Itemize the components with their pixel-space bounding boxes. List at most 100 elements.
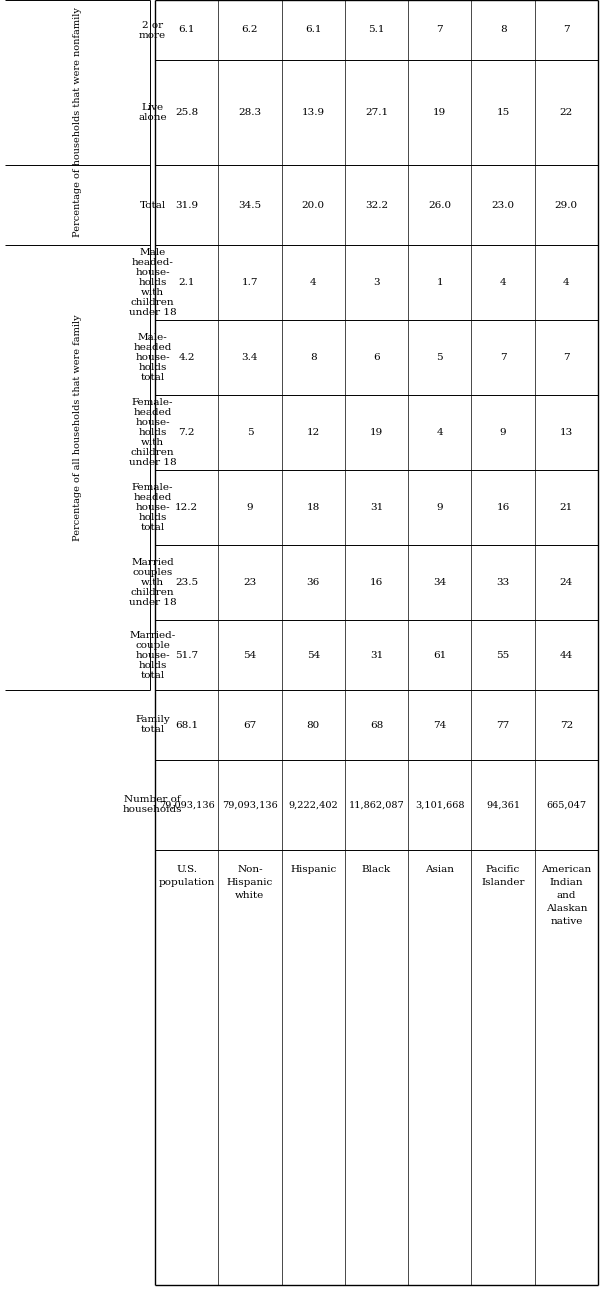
Text: 4: 4 [436, 429, 443, 436]
Text: holds: holds [139, 278, 167, 287]
Text: 19: 19 [370, 429, 383, 436]
Text: 31: 31 [370, 503, 383, 513]
Text: 67: 67 [244, 720, 257, 729]
Text: 9: 9 [436, 503, 443, 513]
Text: holds: holds [139, 513, 167, 522]
Text: 6.1: 6.1 [178, 26, 195, 35]
Text: U.S.: U.S. [176, 865, 197, 874]
Text: 21: 21 [560, 503, 573, 513]
Text: Live: Live [142, 103, 164, 112]
Text: Islander: Islander [481, 878, 525, 887]
Text: 32.2: 32.2 [365, 200, 388, 209]
Text: 55: 55 [496, 651, 509, 660]
Text: Male: Male [139, 248, 166, 257]
Text: more: more [139, 31, 166, 40]
Text: 665,047: 665,047 [546, 800, 586, 809]
Text: with: with [141, 578, 164, 587]
Text: 34.5: 34.5 [238, 200, 262, 209]
Text: 13.9: 13.9 [302, 108, 325, 117]
Text: 23.5: 23.5 [175, 578, 198, 587]
Text: 13: 13 [560, 429, 573, 436]
Text: 8: 8 [500, 26, 506, 35]
Text: Female-: Female- [132, 398, 173, 407]
Text: Female-: Female- [132, 483, 173, 492]
Text: 2 or: 2 or [142, 21, 163, 30]
Text: 33: 33 [496, 578, 509, 587]
Text: 9: 9 [247, 503, 253, 513]
Text: 34: 34 [433, 578, 446, 587]
Text: headed: headed [133, 493, 172, 502]
Text: 29.0: 29.0 [555, 200, 578, 209]
Text: 7: 7 [563, 26, 569, 35]
Text: with: with [141, 438, 164, 447]
Text: 28.3: 28.3 [238, 108, 262, 117]
Text: holds: holds [139, 429, 167, 436]
Text: 27.1: 27.1 [365, 108, 388, 117]
Text: 77: 77 [496, 720, 509, 729]
Text: 51.7: 51.7 [175, 651, 198, 660]
Text: 5: 5 [436, 352, 443, 361]
Text: Black: Black [362, 865, 391, 874]
Text: holds: holds [139, 363, 167, 372]
Text: 80: 80 [307, 720, 320, 729]
Text: children: children [131, 298, 175, 307]
Text: 9: 9 [500, 429, 506, 436]
Text: house-: house- [135, 651, 170, 660]
Text: 24: 24 [560, 578, 573, 587]
Text: 2.1: 2.1 [178, 278, 195, 287]
Text: headed: headed [133, 343, 172, 352]
Text: households: households [123, 806, 182, 815]
Text: 3: 3 [373, 278, 380, 287]
Text: 44: 44 [560, 651, 573, 660]
Text: total: total [140, 726, 164, 735]
Text: 18: 18 [307, 503, 320, 513]
Text: children: children [131, 448, 175, 457]
Text: house-: house- [135, 352, 170, 361]
Text: 15: 15 [496, 108, 509, 117]
Text: total: total [140, 523, 164, 532]
Text: headed-: headed- [131, 258, 173, 267]
Text: children: children [131, 587, 175, 596]
Text: 25.8: 25.8 [175, 108, 198, 117]
Text: Total: Total [139, 200, 166, 209]
Text: 23: 23 [244, 578, 257, 587]
Text: 5: 5 [247, 429, 253, 436]
Text: 6.2: 6.2 [242, 26, 258, 35]
Text: Married: Married [131, 558, 174, 567]
Text: couples: couples [133, 568, 173, 577]
Text: 72: 72 [560, 720, 573, 729]
Text: holds: holds [139, 661, 167, 670]
Text: 20.0: 20.0 [302, 200, 325, 209]
Text: 16: 16 [496, 503, 509, 513]
Text: population: population [158, 878, 215, 887]
Text: Percentage of households that were nonfamily: Percentage of households that were nonfa… [73, 8, 82, 238]
Text: American: American [541, 865, 592, 874]
Text: Asian: Asian [425, 865, 454, 874]
Text: Alaskan: Alaskan [545, 904, 587, 913]
Text: house-: house- [135, 269, 170, 278]
Text: alone: alone [138, 114, 167, 123]
Text: couple: couple [135, 640, 170, 649]
Text: 7: 7 [500, 352, 506, 361]
Text: house-: house- [135, 503, 170, 513]
Text: 6: 6 [373, 352, 380, 361]
Text: 68.1: 68.1 [175, 720, 198, 729]
Text: 12: 12 [307, 429, 320, 436]
Text: 94,361: 94,361 [486, 800, 520, 809]
Text: 74: 74 [433, 720, 446, 729]
Text: 9,222,402: 9,222,402 [289, 800, 338, 809]
Text: 61: 61 [433, 651, 446, 660]
Text: and: and [557, 891, 576, 900]
Text: total: total [140, 373, 164, 382]
Text: 22: 22 [560, 108, 573, 117]
Text: Married-: Married- [130, 630, 176, 639]
Text: house-: house- [135, 418, 170, 427]
Text: white: white [235, 891, 265, 900]
Text: 4.2: 4.2 [178, 352, 195, 361]
Text: 79,093,136: 79,093,136 [159, 800, 215, 809]
Text: Non-: Non- [237, 865, 263, 874]
Text: Percentage of all households that were family: Percentage of all households that were f… [73, 314, 82, 541]
Text: 3,101,668: 3,101,668 [415, 800, 464, 809]
Text: 79,093,136: 79,093,136 [222, 800, 278, 809]
Text: Family: Family [135, 715, 170, 724]
